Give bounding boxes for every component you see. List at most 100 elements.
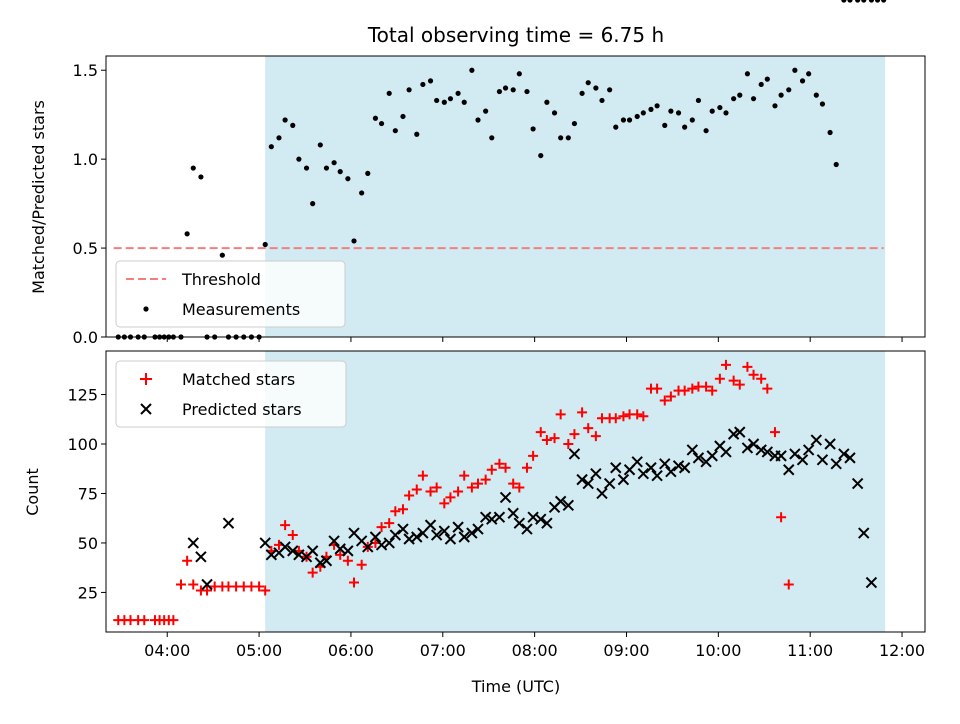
measurement-point [668,108,674,114]
measurement-point [420,81,426,88]
predicted-point [424,519,437,531]
predicted-point [610,462,622,474]
matched-point [480,474,491,485]
matched-point [494,458,505,469]
predicted-point [195,551,207,563]
measurement-point [544,99,550,105]
measurement-point [455,90,461,96]
series-x [188,427,878,591]
legend-box [115,260,346,328]
measurement-point [510,87,516,93]
matched-point [202,585,213,596]
matched-point [762,383,773,394]
matched-point [783,579,794,590]
matched-point [348,577,359,588]
measurement-point [296,156,302,162]
measurement-point [662,122,668,128]
y-tick-label: 1.5 [73,61,98,80]
predicted-point [259,537,271,549]
measurement-point [524,88,530,95]
legend: Threshold Measurements [115,260,346,328]
predicted-point [720,446,732,458]
matched-point [541,435,552,446]
measurement-point [675,110,682,116]
y-axis-title-count: Count [23,468,42,516]
matched-point [260,585,271,596]
legend-measurement-swatch [143,306,149,312]
measurement-point [378,120,385,127]
y-tick-label: 50 [78,534,98,553]
legend-label: Threshold [181,270,261,289]
matched-point [425,486,436,497]
measurement-point [717,104,723,111]
predicted-point [499,491,512,504]
matched-point [679,385,690,396]
predicted-point [775,450,787,462]
measurement-point [571,120,578,127]
measurement-point [764,76,770,82]
matched-point [390,506,401,517]
measurement-point [276,135,282,141]
matched-point [466,482,477,493]
legend-predicted-swatch [140,403,152,415]
measurement-point [792,67,798,73]
predicted-point [362,541,374,553]
measurement-point [579,90,585,96]
predicted-point [438,525,451,537]
predicted-point [603,477,616,490]
measurement-point [593,85,599,91]
matched-point [734,379,745,390]
predicted-point [686,444,699,456]
matched-point [701,381,712,392]
measurement-point [868,0,875,3]
predicted-point [383,537,395,549]
matched-point [307,567,318,578]
predicted-point [582,477,594,490]
predicted-point [824,438,836,450]
predicted-point [342,545,354,557]
measurement-point [723,110,729,116]
measurement-point [799,78,806,84]
measurement-point [640,110,646,116]
predicted-point [651,469,663,482]
x-tick-label: 06:00 [328,641,374,660]
measurement-point [861,0,867,3]
predicted-point [306,545,319,557]
legend-label: Matched stars [182,370,295,389]
predicted-point [513,517,526,529]
x-tick-label: 10:00 [695,641,741,660]
measurement-point [345,176,351,182]
measurement-point [268,144,274,150]
measurement-point [538,152,544,159]
measurement-point [434,97,440,104]
measurement-point [806,71,812,77]
measurement-point [750,96,757,102]
matched-point [665,391,676,402]
predicted-point [755,444,767,456]
matched-point [577,407,588,418]
matched-point [714,373,725,384]
measurement-point [695,97,702,104]
measurement-point [303,165,310,171]
matched-point [397,504,408,515]
legend-label: Predicted stars [182,400,302,419]
measurement-point [483,108,489,114]
predicted-point [430,529,443,541]
predicted-point [562,499,575,512]
predicted-point [672,460,685,472]
matched-point [376,522,387,533]
matched-point [139,615,150,626]
matched-point [590,431,601,442]
measurement-point [827,129,833,136]
measurement-point [847,0,853,3]
predicted-point [596,487,608,500]
measurement-point [447,96,454,102]
y-tick-label: 100 [67,435,98,454]
predicted-point [444,533,457,545]
matched-point [176,579,187,590]
legend-matched-swatch [140,373,152,385]
predicted-point [844,452,856,464]
predicted-point [535,513,547,525]
measurement-point [626,117,633,123]
